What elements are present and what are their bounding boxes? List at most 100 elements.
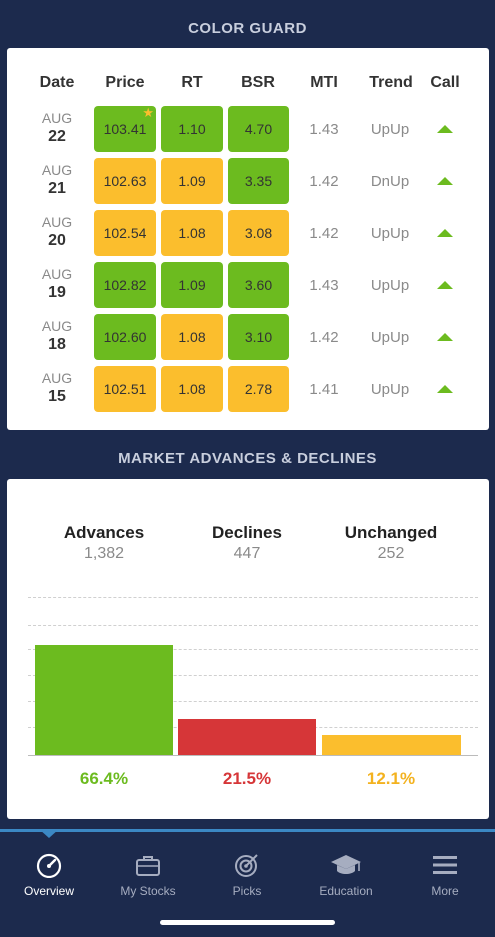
- date-cell: AUG 18: [35, 318, 79, 355]
- call-up-arrow-icon: [437, 281, 453, 289]
- market-card: Advances 1,382 Declines 447 Unchanged 25…: [7, 479, 489, 819]
- mti-cell: 1.42: [309, 224, 339, 242]
- bsr-cell: 3.60: [228, 262, 289, 308]
- menu-icon: [397, 852, 493, 878]
- tab-education[interactable]: Education: [298, 852, 394, 898]
- call-up-arrow-icon: [437, 177, 453, 185]
- price-cell: 103.41 ★: [94, 106, 156, 152]
- chart-gridline: [28, 649, 478, 650]
- date-cell: AUG 19: [35, 266, 79, 303]
- bsr-cell: 3.10: [228, 314, 289, 360]
- color-guard-row[interactable]: AUG 22 103.41 ★ 1.10 4.70 1.43 UpUp: [7, 106, 489, 158]
- market-title: MARKET ADVANCES & DECLINES: [118, 450, 377, 467]
- tab-my-stocks[interactable]: My Stocks: [100, 852, 196, 898]
- briefcase-icon: [100, 852, 196, 878]
- trend-cell: UpUp: [370, 120, 410, 138]
- tab-picks[interactable]: Picks: [199, 852, 295, 898]
- header-trend: Trend: [369, 74, 413, 91]
- active-tab-indicator: [39, 829, 59, 838]
- date-day: 19: [48, 284, 66, 301]
- tab-label: My Stocks: [120, 884, 176, 898]
- tab-label: Picks: [232, 884, 262, 898]
- bsr-cell: 3.35: [228, 158, 289, 204]
- call-cell: [425, 106, 465, 152]
- chart-gridline: [28, 701, 478, 702]
- tab-label: Education: [319, 884, 373, 898]
- mti-cell: 1.41: [309, 380, 339, 398]
- date-month: AUG: [41, 162, 73, 178]
- date-cell: AUG 20: [35, 214, 79, 251]
- price-value: 102.63: [103, 173, 147, 189]
- date-month: AUG: [41, 318, 73, 334]
- chart-gridline: [28, 625, 478, 626]
- color-guard-row[interactable]: AUG 20 102.54 1.08 3.08 1.42 UpUp: [7, 210, 489, 262]
- call-cell: [425, 366, 465, 412]
- price-value: 102.51: [103, 381, 147, 397]
- color-guard-card: Date Price RT BSR MTI Trend Call AUG 22 10…: [7, 48, 489, 430]
- unchanged-label: Unchanged: [344, 523, 438, 542]
- header-date: Date: [39, 74, 75, 91]
- price-cell: 102.63: [94, 158, 156, 204]
- chart-gridline: [28, 675, 478, 676]
- header-rt: RT: [181, 74, 203, 91]
- chart-gridline: [28, 597, 478, 598]
- price-value: 102.82: [103, 277, 147, 293]
- trend-cell: UpUp: [370, 276, 410, 294]
- trend-cell: UpUp: [370, 380, 410, 398]
- header-call: Call: [430, 74, 460, 91]
- date-cell: AUG 21: [35, 162, 79, 199]
- price-value: 102.60: [103, 329, 147, 345]
- chart-label-advances: 66.4%: [79, 769, 129, 788]
- tab-label: More: [431, 884, 459, 898]
- color-guard-row[interactable]: AUG 19 102.82 1.09 3.60 1.43 UpUp: [7, 262, 489, 314]
- header-price: Price: [105, 74, 145, 91]
- advances-stat: Advances 1,382: [34, 523, 174, 563]
- tab-overview[interactable]: Overview: [1, 852, 97, 898]
- price-cell: 102.60: [94, 314, 156, 360]
- tab-bar: Overview My Stocks Picks Education More: [0, 829, 495, 937]
- rt-cell: 1.09: [161, 158, 223, 204]
- unchanged-stat: Unchanged 252: [321, 523, 461, 563]
- tab-more[interactable]: More: [397, 852, 493, 898]
- date-month: AUG: [41, 370, 73, 386]
- advances-label: Advances: [63, 523, 145, 542]
- color-guard-row[interactable]: AUG 18 102.60 1.08 3.10 1.42 UpUp: [7, 314, 489, 366]
- speedometer-icon: [1, 852, 97, 878]
- date-month: AUG: [41, 214, 73, 230]
- declines-stat: Declines 447: [177, 523, 317, 563]
- mti-cell: 1.42: [309, 172, 339, 190]
- target-icon: [199, 852, 295, 878]
- date-cell: AUG 22: [35, 110, 79, 147]
- graduation-cap-icon: [298, 852, 394, 878]
- rt-cell: 1.10: [161, 106, 223, 152]
- tab-label: Overview: [23, 884, 74, 898]
- date-day: 21: [48, 180, 66, 197]
- call-cell: [425, 210, 465, 256]
- date-day: 18: [48, 336, 66, 353]
- star-icon: ★: [142, 105, 154, 120]
- color-guard-row[interactable]: AUG 21 102.63 1.09 3.35 1.42 DnUp: [7, 158, 489, 210]
- call-up-arrow-icon: [437, 385, 453, 393]
- call-cell: [425, 314, 465, 360]
- date-day: 20: [48, 232, 66, 249]
- bsr-cell: 3.08: [228, 210, 289, 256]
- date-month: AUG: [41, 266, 73, 282]
- trend-cell: UpUp: [370, 328, 410, 346]
- chart-bar-advances: [35, 645, 173, 755]
- declines-value: 447: [233, 545, 261, 562]
- call-cell: [425, 262, 465, 308]
- home-indicator[interactable]: [160, 920, 335, 925]
- price-cell: 102.54: [94, 210, 156, 256]
- color-guard-title: COLOR GUARD: [188, 20, 307, 37]
- call-up-arrow-icon: [437, 229, 453, 237]
- call-cell: [425, 158, 465, 204]
- rt-cell: 1.08: [161, 366, 223, 412]
- price-value: 103.41: [103, 121, 147, 137]
- color-guard-row[interactable]: AUG 15 102.51 1.08 2.78 1.41 UpUp: [7, 366, 489, 418]
- price-cell: 102.51: [94, 366, 156, 412]
- declines-label: Declines: [212, 523, 282, 542]
- date-cell: AUG 15: [35, 370, 79, 407]
- rt-cell: 1.08: [161, 314, 223, 360]
- chart-bar-unchanged: [322, 735, 461, 755]
- date-day: 22: [48, 128, 66, 145]
